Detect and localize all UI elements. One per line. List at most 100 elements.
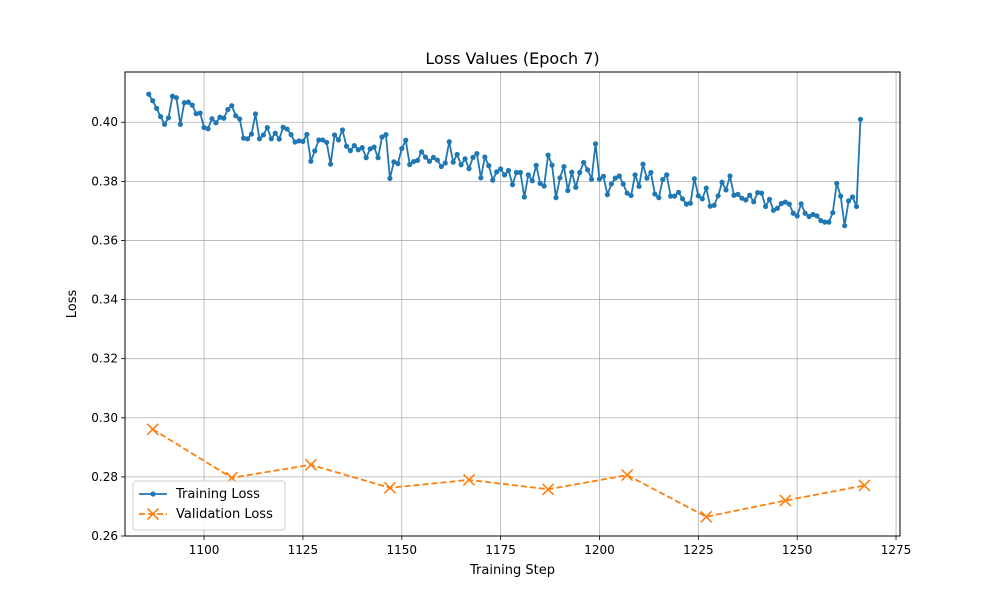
training-loss-point bbox=[806, 213, 812, 220]
validation-loss-point bbox=[462, 473, 476, 486]
training-loss-point bbox=[770, 207, 777, 213]
training-loss-point bbox=[146, 91, 152, 97]
training-loss-point bbox=[672, 193, 678, 199]
x-axis-title: Training Step bbox=[469, 563, 555, 578]
training-loss-point bbox=[161, 121, 168, 127]
validation-loss-point bbox=[700, 510, 713, 523]
training-loss-point bbox=[842, 223, 848, 229]
training-loss-point bbox=[284, 126, 290, 132]
training-loss-point bbox=[652, 191, 658, 197]
training-loss-point bbox=[620, 181, 626, 187]
training-loss-point bbox=[422, 154, 429, 160]
training-loss-point bbox=[533, 162, 539, 168]
training-loss-point bbox=[403, 137, 409, 143]
training-loss-point bbox=[541, 183, 547, 189]
training-loss-point bbox=[355, 147, 361, 153]
training-loss-point bbox=[814, 213, 820, 219]
training-loss-point bbox=[197, 110, 203, 116]
training-loss-point bbox=[794, 213, 800, 219]
validation-loss-point bbox=[779, 494, 792, 507]
legend-training-marker bbox=[150, 491, 156, 497]
training-loss-point bbox=[719, 179, 725, 185]
training-loss-point bbox=[857, 116, 864, 122]
training-loss-point bbox=[707, 203, 713, 209]
grid bbox=[125, 72, 900, 537]
training-loss-point bbox=[233, 113, 239, 119]
training-loss-point bbox=[739, 195, 745, 201]
x-tick-label: 1225 bbox=[683, 543, 714, 557]
training-loss-point bbox=[229, 103, 235, 109]
training-loss-point bbox=[411, 158, 417, 165]
training-loss-point bbox=[826, 219, 832, 225]
training-loss-point bbox=[150, 98, 156, 104]
legend-training-label: Training Loss bbox=[175, 487, 260, 502]
training-loss-point bbox=[644, 175, 650, 181]
training-loss-point bbox=[549, 162, 555, 168]
validation-loss-line bbox=[152, 428, 865, 518]
training-loss-point bbox=[205, 126, 211, 132]
training-loss-point bbox=[723, 187, 729, 193]
training-loss-point bbox=[308, 158, 314, 164]
training-loss-point bbox=[509, 182, 516, 188]
training-loss-point bbox=[830, 210, 836, 216]
training-loss-point bbox=[347, 148, 353, 154]
training-loss-point bbox=[513, 169, 520, 176]
training-loss-point bbox=[687, 200, 694, 206]
training-loss-point bbox=[537, 180, 543, 187]
training-loss-point bbox=[387, 175, 393, 181]
validation-loss-point bbox=[146, 423, 159, 436]
training-loss-point bbox=[596, 176, 603, 182]
training-loss-point bbox=[335, 137, 342, 143]
training-loss-point bbox=[304, 131, 310, 137]
x-tick-label: 1250 bbox=[782, 543, 813, 557]
training-loss-point bbox=[272, 130, 278, 136]
training-loss-point bbox=[616, 173, 622, 179]
training-loss-point bbox=[529, 178, 535, 184]
plot-frame bbox=[124, 71, 901, 537]
training-loss-point bbox=[747, 192, 753, 198]
training-loss-point bbox=[189, 102, 195, 108]
training-loss-point bbox=[838, 193, 844, 199]
training-loss-point bbox=[636, 183, 642, 189]
training-loss-point bbox=[849, 194, 856, 200]
training-loss-point bbox=[241, 135, 247, 141]
training-loss-point bbox=[276, 136, 282, 142]
training-loss-point bbox=[244, 136, 251, 142]
x-tick-label: 1175 bbox=[485, 543, 516, 557]
x-tick-label: 1200 bbox=[584, 543, 615, 557]
training-loss-point bbox=[367, 146, 373, 152]
training-loss-point bbox=[466, 166, 472, 172]
training-loss-point bbox=[628, 192, 634, 199]
training-loss-point bbox=[545, 152, 551, 158]
training-loss-point bbox=[766, 196, 773, 202]
training-loss-point bbox=[185, 99, 191, 105]
training-loss-point bbox=[846, 198, 852, 204]
training-loss-point bbox=[557, 175, 563, 181]
training-loss-point bbox=[505, 167, 512, 174]
training-loss-point bbox=[363, 155, 369, 161]
training-loss-point bbox=[608, 181, 614, 187]
training-loss-point bbox=[490, 177, 496, 183]
y-tick-label: 0.36 bbox=[91, 233, 118, 247]
training-loss-point bbox=[446, 139, 452, 145]
training-loss-point bbox=[695, 193, 701, 199]
training-loss-point bbox=[154, 105, 160, 111]
training-loss-point bbox=[786, 201, 792, 207]
training-loss-point bbox=[561, 163, 567, 170]
training-loss-point bbox=[351, 142, 357, 149]
training-loss-point bbox=[415, 157, 421, 163]
training-loss-point bbox=[774, 205, 781, 211]
training-loss-point bbox=[371, 144, 377, 150]
training-loss-point bbox=[470, 154, 476, 161]
x-tick-label: 1275 bbox=[881, 543, 912, 557]
training-loss-point bbox=[755, 189, 761, 196]
training-loss-point bbox=[383, 132, 389, 138]
training-loss-point bbox=[699, 196, 705, 202]
plot-series bbox=[146, 91, 871, 523]
training-loss-point bbox=[778, 200, 784, 207]
training-loss-point bbox=[660, 176, 666, 183]
training-loss-point bbox=[181, 100, 187, 106]
training-loss-point bbox=[324, 139, 330, 145]
validation-loss-point bbox=[621, 469, 634, 482]
training-loss-point bbox=[802, 210, 808, 216]
